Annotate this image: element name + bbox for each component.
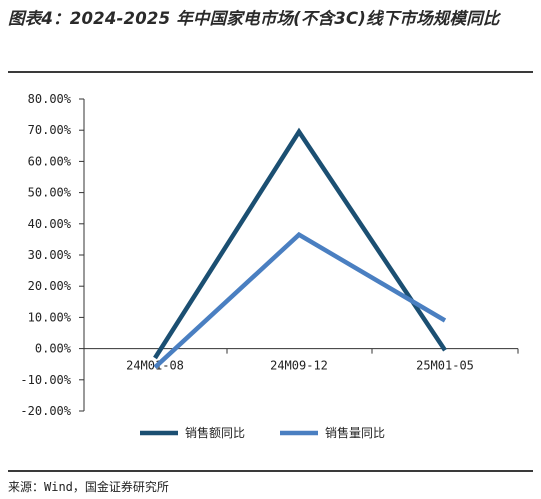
y-tick-label: 30.00% — [28, 248, 72, 262]
series-line-1 — [153, 127, 447, 360]
y-tick-label: 80.00% — [28, 92, 72, 106]
y-tick-label: 10.00% — [28, 310, 72, 324]
legend-label-1: 销售额同比 — [185, 425, 245, 440]
y-tick-label: 40.00% — [28, 217, 72, 231]
series-line-2 — [153, 231, 447, 369]
series-layer — [153, 127, 447, 369]
x-axis: 24M01-08 24M09-12 25M01-05 — [83, 348, 519, 373]
y-tick-label: -10.00% — [20, 373, 71, 387]
top-rule — [8, 71, 533, 73]
chart-title: 图表4：2024-2025 年中国家电市场(不含3C)线下市场规模同比 — [8, 9, 500, 28]
bottom-rule — [8, 470, 533, 472]
y-tick-label: -20.00% — [20, 404, 71, 418]
x-tick-label: 25M01-05 — [416, 359, 474, 373]
y-axis: 80.00% 70.00% 60.00% 50.00% 40.00% 30.00% 20.0… — [20, 92, 85, 418]
line-chart: 80.00% 70.00% 60.00% 50.00% 40.00% 30.00% 20.0… — [20, 92, 519, 440]
y-tick-label: 0.00% — [35, 342, 72, 356]
legend-label-2: 销售量同比 — [325, 425, 385, 440]
y-tick-label: 20.00% — [28, 279, 72, 293]
y-tick-label: 60.00% — [28, 154, 72, 168]
y-tick-label: 70.00% — [28, 123, 72, 137]
y-tick-label: 50.00% — [28, 186, 72, 200]
source-note: 来源：Wind，国金证券研究所 — [8, 480, 169, 494]
x-tick-label: 24M09-12 — [270, 359, 328, 373]
legend: 销售额同比 销售量同比 — [140, 425, 385, 440]
